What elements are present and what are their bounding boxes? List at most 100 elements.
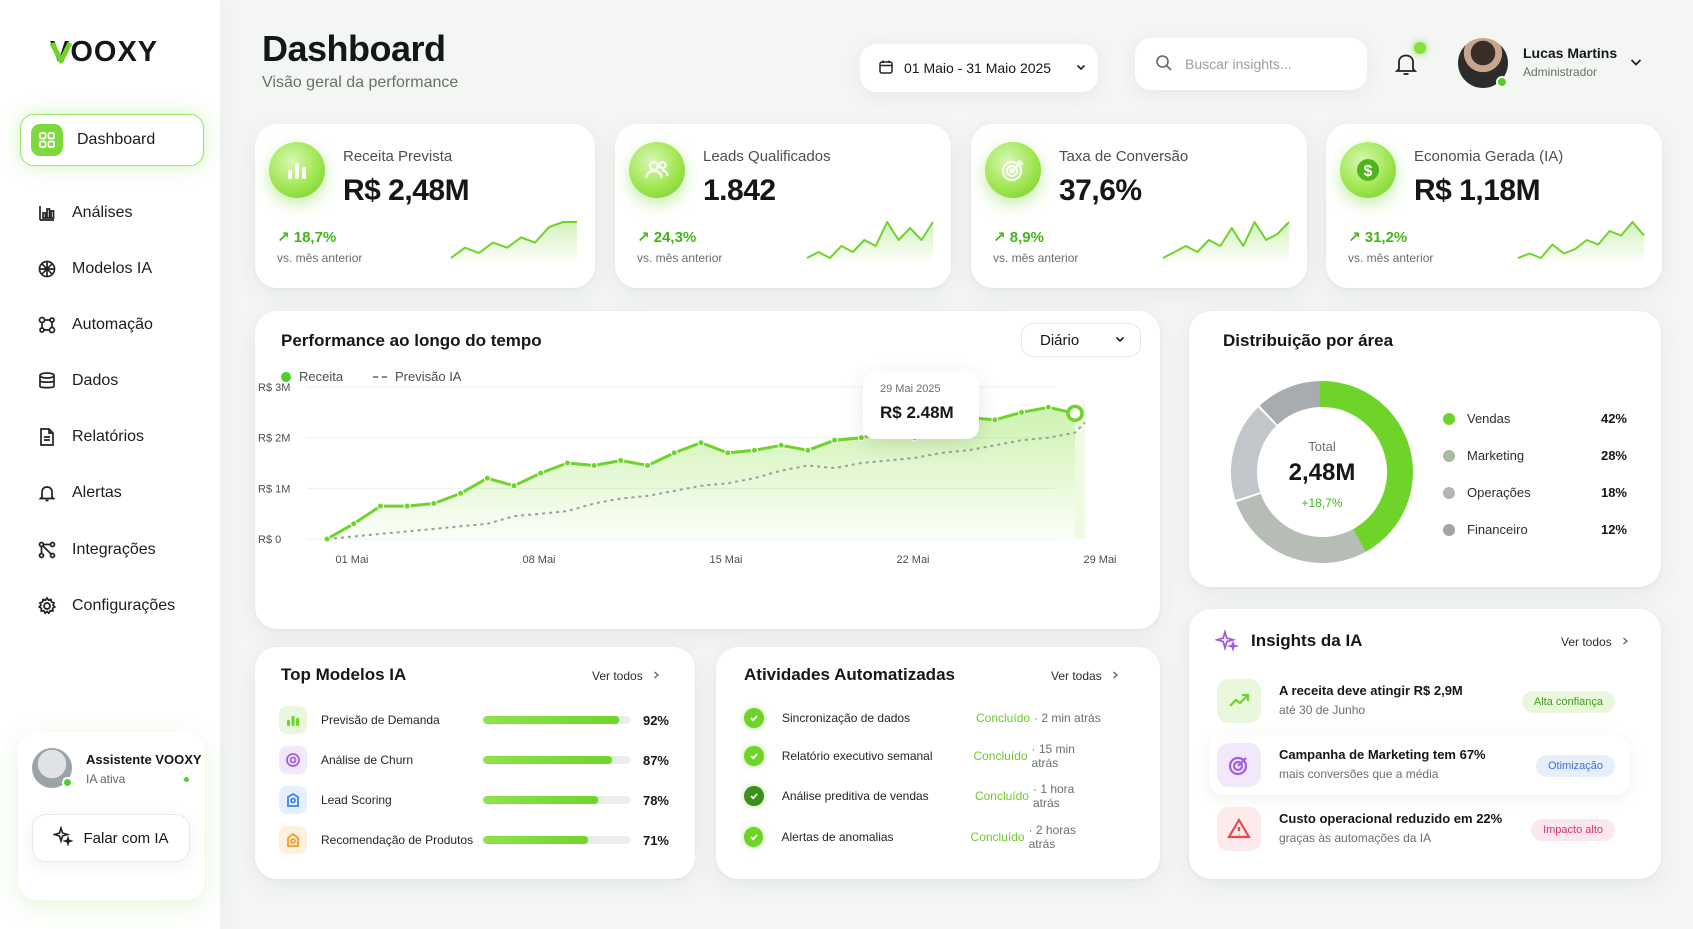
kpi-card-conversao[interactable]: Taxa de Conversão 37,6% ↗ 8,9% vs. mês a… (971, 124, 1307, 288)
kpi-card-receita[interactable]: Receita Prevista R$ 2,48M ↗ 18,7% vs. mê… (255, 124, 595, 288)
activity-time: · 2 horas atrás (1028, 823, 1076, 851)
legend-row-operacoes: Operações 18% (1443, 485, 1627, 500)
activities-title: Atividades Automatizadas (744, 665, 955, 684)
activity-status: Concluído (974, 789, 1029, 803)
insight-title: Custo operacional reduzido em 22% (1279, 811, 1503, 826)
progress-bar (483, 836, 631, 844)
kpi-label: Receita Prevista (343, 148, 453, 165)
y-tick-label: R$ 3M (258, 382, 290, 394)
revenue-area (327, 407, 1075, 539)
progress-fill (483, 796, 599, 804)
x-tick-label: 22 Mai (896, 554, 929, 566)
product-icon (279, 826, 307, 854)
sidebar-item-label: Alertas (72, 484, 122, 501)
x-tick-label: 29 Mai (1083, 554, 1116, 566)
view-all-models-link[interactable]: Ver todos (592, 669, 661, 683)
sidebar-item-label: Análises (72, 204, 133, 221)
user-avatar[interactable] (1458, 38, 1508, 88)
activity-row[interactable]: Sincronização de dados Concluído · 2 min… (744, 703, 1104, 733)
insight-row[interactable]: Custo operacional reduzido em 22% graças… (1209, 799, 1629, 859)
y-tick-label: R$ 0 (258, 534, 281, 546)
view-all-insights-link[interactable]: Ver todos (1561, 635, 1630, 649)
model-row[interactable]: Recomendação de Produtos 71% (279, 825, 669, 855)
sidebar-item-dados[interactable]: Dados (20, 355, 204, 407)
search-input[interactable] (1185, 56, 1345, 72)
kpi-card-economia[interactable]: $ Economia Gerada (IA) R$ 1,18M ↗ 31,2% … (1326, 124, 1662, 288)
revenue-point (510, 482, 518, 490)
sparkline-line (1517, 221, 1645, 259)
database-icon (36, 370, 58, 392)
svg-text:$: $ (1364, 163, 1373, 180)
chevron-right-icon (1110, 669, 1120, 683)
integration-icon (36, 539, 58, 561)
revenue-point (670, 449, 678, 457)
legend-swatch (1443, 412, 1455, 425)
check-circle-icon (744, 708, 764, 728)
calendar-icon (878, 59, 894, 78)
sparkline-area (807, 222, 933, 264)
revenue-point (537, 469, 545, 477)
notifications-button[interactable] (1392, 42, 1426, 78)
kpi-delta: ↗ 24,3% (637, 229, 697, 246)
kpi-label: Taxa de Conversão (1059, 148, 1189, 165)
search-icon (1155, 54, 1173, 75)
kpi-sparkline (1162, 221, 1290, 264)
legend-row-marketing: Marketing 28% (1443, 448, 1627, 463)
sidebar-item-analises[interactable]: Análises (20, 187, 204, 239)
activity-row[interactable]: Relatório executivo semanal Concluído · … (744, 741, 1104, 771)
distribution-title: Distribuição por área (1223, 331, 1394, 350)
donut-slice-vendas (1309, 381, 1413, 553)
activity-row[interactable]: Análise preditiva de vendas Concluído · … (744, 781, 1104, 811)
alert-icon (1217, 807, 1261, 851)
gear-icon (36, 595, 58, 617)
talk-to-ai-button[interactable]: Falar com IA (32, 814, 190, 862)
user-menu-chevron-icon[interactable] (1628, 54, 1644, 70)
chevron-right-icon (651, 669, 661, 683)
user-role: Administrador (1523, 65, 1598, 79)
sidebar-item-dashboard[interactable]: Dashboard (20, 114, 204, 166)
donut-slice-operações (1231, 407, 1277, 501)
legend-name: Marketing (1467, 448, 1525, 463)
donut-total-delta: +18,7% (1301, 496, 1343, 510)
insight-row[interactable]: A receita deve atingir R$ 2,9M até 30 de… (1209, 671, 1629, 731)
kpi-sparkline (806, 221, 934, 264)
sidebar-item-modelos-ia[interactable]: Modelos IA (20, 243, 204, 295)
legend-swatch (1443, 523, 1455, 536)
sidebar-item-relatorios[interactable]: Relatórios (20, 411, 204, 463)
progress-bar (483, 716, 631, 724)
ai-chip-icon (36, 258, 58, 280)
sidebar-item-integracoes[interactable]: Integrações (20, 524, 204, 576)
assistant-avatar (32, 748, 73, 788)
sidebar-item-alertas[interactable]: Alertas (20, 467, 204, 519)
sidebar-item-configuracoes[interactable]: Configurações (20, 580, 204, 632)
sidebar-item-label: Modelos IA (72, 260, 153, 277)
x-tick-label: 08 Mai (522, 554, 555, 566)
activity-status: Concluído (976, 711, 1031, 725)
period-select[interactable]: Diário (1021, 323, 1141, 357)
revenue-point (644, 462, 652, 470)
model-row[interactable]: Lead Scoring 78% (279, 785, 669, 815)
sidebar-item-label: Dados (72, 372, 119, 389)
insight-subtitle: mais conversões que a média (1279, 767, 1439, 781)
sidebar-item-label: Relatórios (72, 428, 145, 445)
bell-icon (1394, 54, 1418, 75)
chevron-down-icon (1075, 60, 1087, 76)
kpi-delta: ↗ 18,7% (277, 229, 337, 246)
report-icon (36, 426, 58, 448)
assistant-status: IA ativa (86, 772, 126, 786)
date-range-picker[interactable]: 01 Maio - 31 Maio 2025 (860, 44, 1098, 92)
sparkline-area (1518, 222, 1644, 264)
model-name: Lead Scoring (321, 793, 392, 807)
kpi-card-leads[interactable]: Leads Qualificados 1.842 ↗ 24,3% vs. mês… (615, 124, 951, 288)
notification-dot (1414, 42, 1426, 54)
sidebar-item-automacao[interactable]: Automação (20, 299, 204, 351)
activity-row[interactable]: Alertas de anomalias Concluído · 2 horas… (744, 822, 1104, 852)
model-row[interactable]: Previsão de Demanda 92% (279, 705, 669, 735)
vooxy-logo[interactable]: VOOXY (50, 34, 180, 68)
model-row[interactable]: Análise de Churn 87% (279, 745, 669, 775)
legend-swatch (373, 375, 387, 378)
automation-icon (36, 314, 58, 336)
trend-up-icon (1217, 679, 1261, 723)
insight-row[interactable]: Campanha de Marketing tem 67% mais conve… (1209, 735, 1629, 795)
view-all-activities-link[interactable]: Ver todas (1051, 669, 1120, 683)
